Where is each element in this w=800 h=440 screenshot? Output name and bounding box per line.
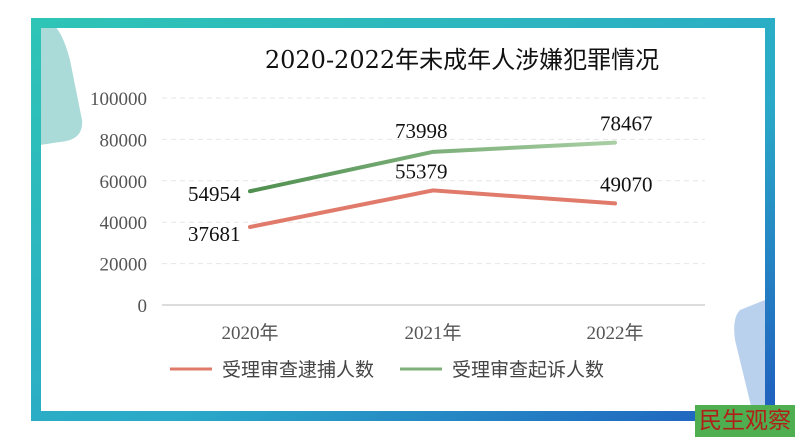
decor-shape-bottom-right [734, 298, 770, 410]
chart-title: 2020-2022年未成年人涉嫌犯罪情况 [265, 46, 659, 74]
legend: 受理审查逮捕人数 受理审查起诉人数 [170, 359, 604, 381]
legend-label-arrest: 受理审查逮捕人数 [222, 359, 374, 381]
series-line-arrest [248, 188, 617, 230]
decor-shape-top-left [33, 24, 83, 146]
data-label: 54954 [188, 182, 241, 206]
x-tick-label: 2022年 [586, 322, 643, 344]
data-label: 37681 [188, 222, 241, 246]
y-tick-label: 0 [138, 296, 148, 317]
data-label: 73998 [395, 119, 448, 143]
series-line-prosecute [248, 140, 617, 194]
y-tick-label: 20000 [100, 255, 148, 276]
data-label: 55379 [395, 159, 448, 183]
legend-label-prosecute: 受理审查起诉人数 [452, 359, 604, 381]
x-tick-label: 2021年 [404, 322, 461, 344]
x-tick-label: 2020年 [221, 322, 278, 344]
watermark-logo: 民生观察 [695, 405, 795, 437]
data-label: 78467 [600, 112, 653, 136]
data-label: 49070 [600, 172, 653, 196]
y-tick-label: 80000 [100, 130, 148, 151]
y-tick-label: 100000 [90, 89, 147, 110]
y-tick-label: 60000 [100, 172, 148, 193]
y-tick-label: 40000 [100, 213, 148, 234]
frame-border [31, 18, 775, 421]
